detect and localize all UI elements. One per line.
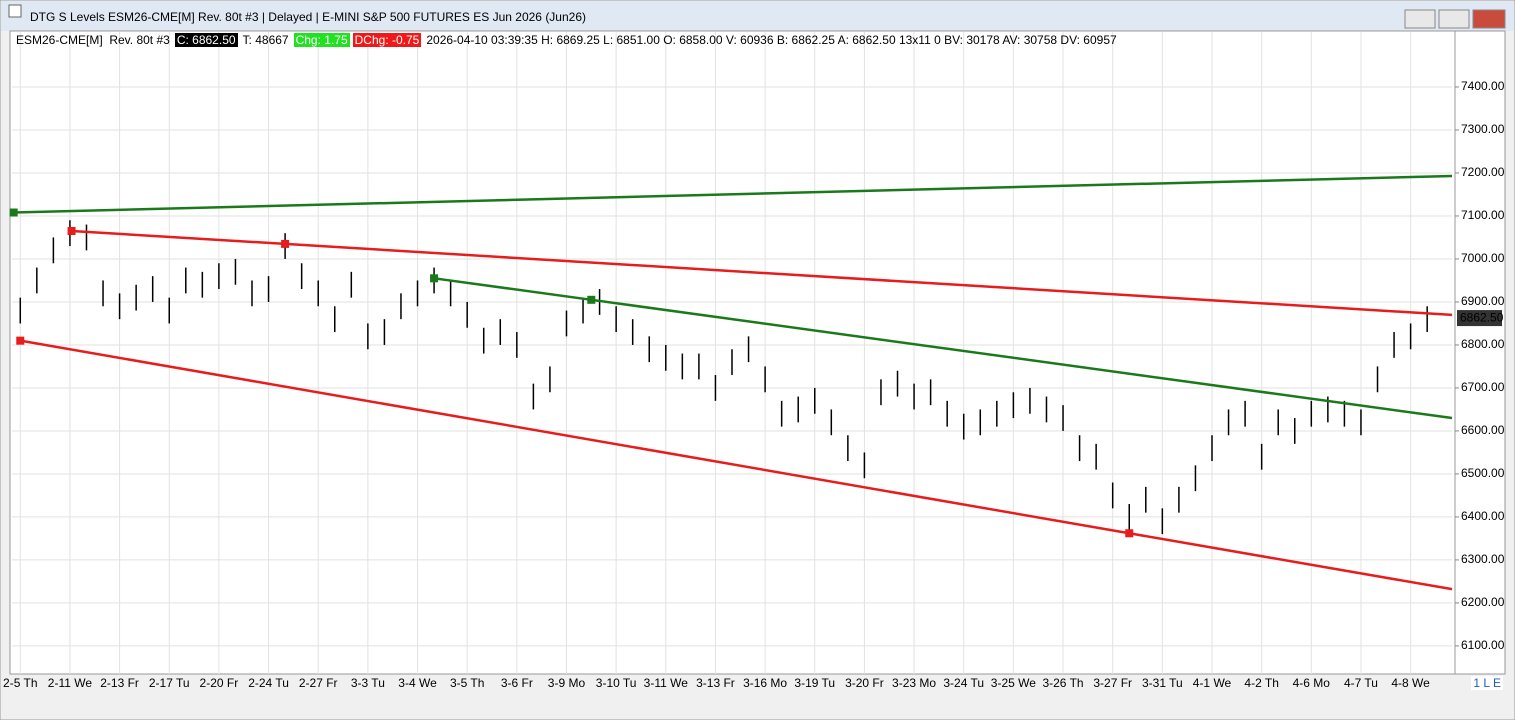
y-tick-label: 6300.00 [1461, 552, 1505, 566]
x-tick-label: 2-27 Fr [299, 676, 338, 690]
x-tick-label: 3-6 Fr [501, 676, 533, 690]
close-price: C: 6862.50 [174, 33, 238, 47]
y-tick-label: 6900.00 [1461, 294, 1505, 308]
y-tick-label: 7100.00 [1461, 208, 1505, 222]
anchor-point [9, 208, 18, 217]
y-tick-label: 7200.00 [1461, 165, 1505, 179]
y-tick-label: 6700.00 [1461, 380, 1505, 394]
minimize-button[interactable] [1404, 9, 1436, 29]
x-tick-label: 2-20 Fr [200, 676, 239, 690]
y-tick-label: 6800.00 [1461, 337, 1505, 351]
x-tick-label: 2-24 Tu [248, 676, 289, 690]
x-tick-label: 2-13 Fr [100, 676, 139, 690]
anchor-point [430, 274, 439, 283]
maximize-button[interactable] [1438, 9, 1470, 29]
x-tick-label: 4-8 We [1391, 676, 1430, 690]
x-tick-label: 3-24 Tu [943, 676, 984, 690]
price-axis [1454, 30, 1506, 675]
app-icon [8, 4, 22, 18]
x-tick-label: 4-6 Mo [1293, 676, 1331, 690]
x-tick-label: 2-11 We [48, 676, 93, 690]
x-tick-label: 3-20 Fr [845, 676, 884, 690]
y-tick-label: 7300.00 [1461, 122, 1505, 136]
x-tick-label: 3-25 We [991, 676, 1036, 690]
x-tick-label: 3-19 Tu [794, 676, 835, 690]
x-tick-label: 2-17 Tu [149, 676, 190, 690]
x-tick-label: 3-13 Fr [696, 676, 735, 690]
x-tick-label: 3-23 Mo [892, 676, 936, 690]
x-tick-label: 4-1 We [1193, 676, 1232, 690]
anchor-point [281, 239, 290, 248]
change: Chg: 1.75 [293, 33, 350, 47]
y-tick-label: 6200.00 [1461, 595, 1505, 609]
x-tick-label: 4-7 Tu [1344, 676, 1378, 690]
x-tick-label: 3-10 Tu [596, 676, 637, 690]
x-tick-label: 3-31 Tu [1142, 676, 1183, 690]
info-line: ESM26-CME[M] Rev. 80t #3 C: 6862.50 T: 4… [14, 33, 1119, 47]
x-tick-label: 3-9 Mo [548, 676, 586, 690]
window-title: DTG S Levels ESM26-CME[M] Rev. 80t #3 | … [30, 10, 587, 24]
y-tick-label: 6100.00 [1461, 638, 1505, 652]
status: 1 L E [1471, 676, 1503, 690]
y-tick-label: 6500.00 [1461, 466, 1505, 480]
x-tick-label: 3-16 Mo [743, 676, 787, 690]
x-tick-label: 3-26 Th [1042, 676, 1083, 690]
tick-count: T: 48667 [242, 33, 289, 47]
y-tick-label: 7400.00 [1461, 79, 1505, 93]
details: 2026-04-10 03:39:35 H: 6869.25 L: 6851.0… [426, 33, 1117, 47]
anchor-point [67, 227, 76, 236]
anchor-point [587, 295, 596, 304]
anchor-point [16, 336, 25, 345]
close-button[interactable] [1472, 9, 1506, 29]
x-tick-label: 3-11 We [644, 676, 689, 690]
x-tick-label: 3-4 We [398, 676, 437, 690]
y-tick-label: 6400.00 [1461, 509, 1505, 523]
anchor-point [1125, 529, 1134, 538]
symbol: ESM26-CME[M] Rev. 80t #3 [16, 33, 170, 47]
trend-line [13, 174, 1453, 214]
x-tick-label: 2-5 Th [3, 676, 37, 690]
y-tick-label: 6600.00 [1461, 423, 1505, 437]
title-bar [1, 1, 1514, 31]
x-tick-label: 3-5 Th [450, 676, 484, 690]
x-tick-label: 3-27 Fr [1093, 676, 1132, 690]
last-price-box [1457, 310, 1502, 327]
day-change: DChg: -0.75 [352, 33, 422, 47]
y-tick-label: 7000.00 [1461, 251, 1505, 265]
x-tick-label: 3-3 Tu [351, 676, 385, 690]
last-price-label: 6862.50 [1460, 310, 1504, 324]
x-tick-label: 4-2 Th [1244, 676, 1278, 690]
